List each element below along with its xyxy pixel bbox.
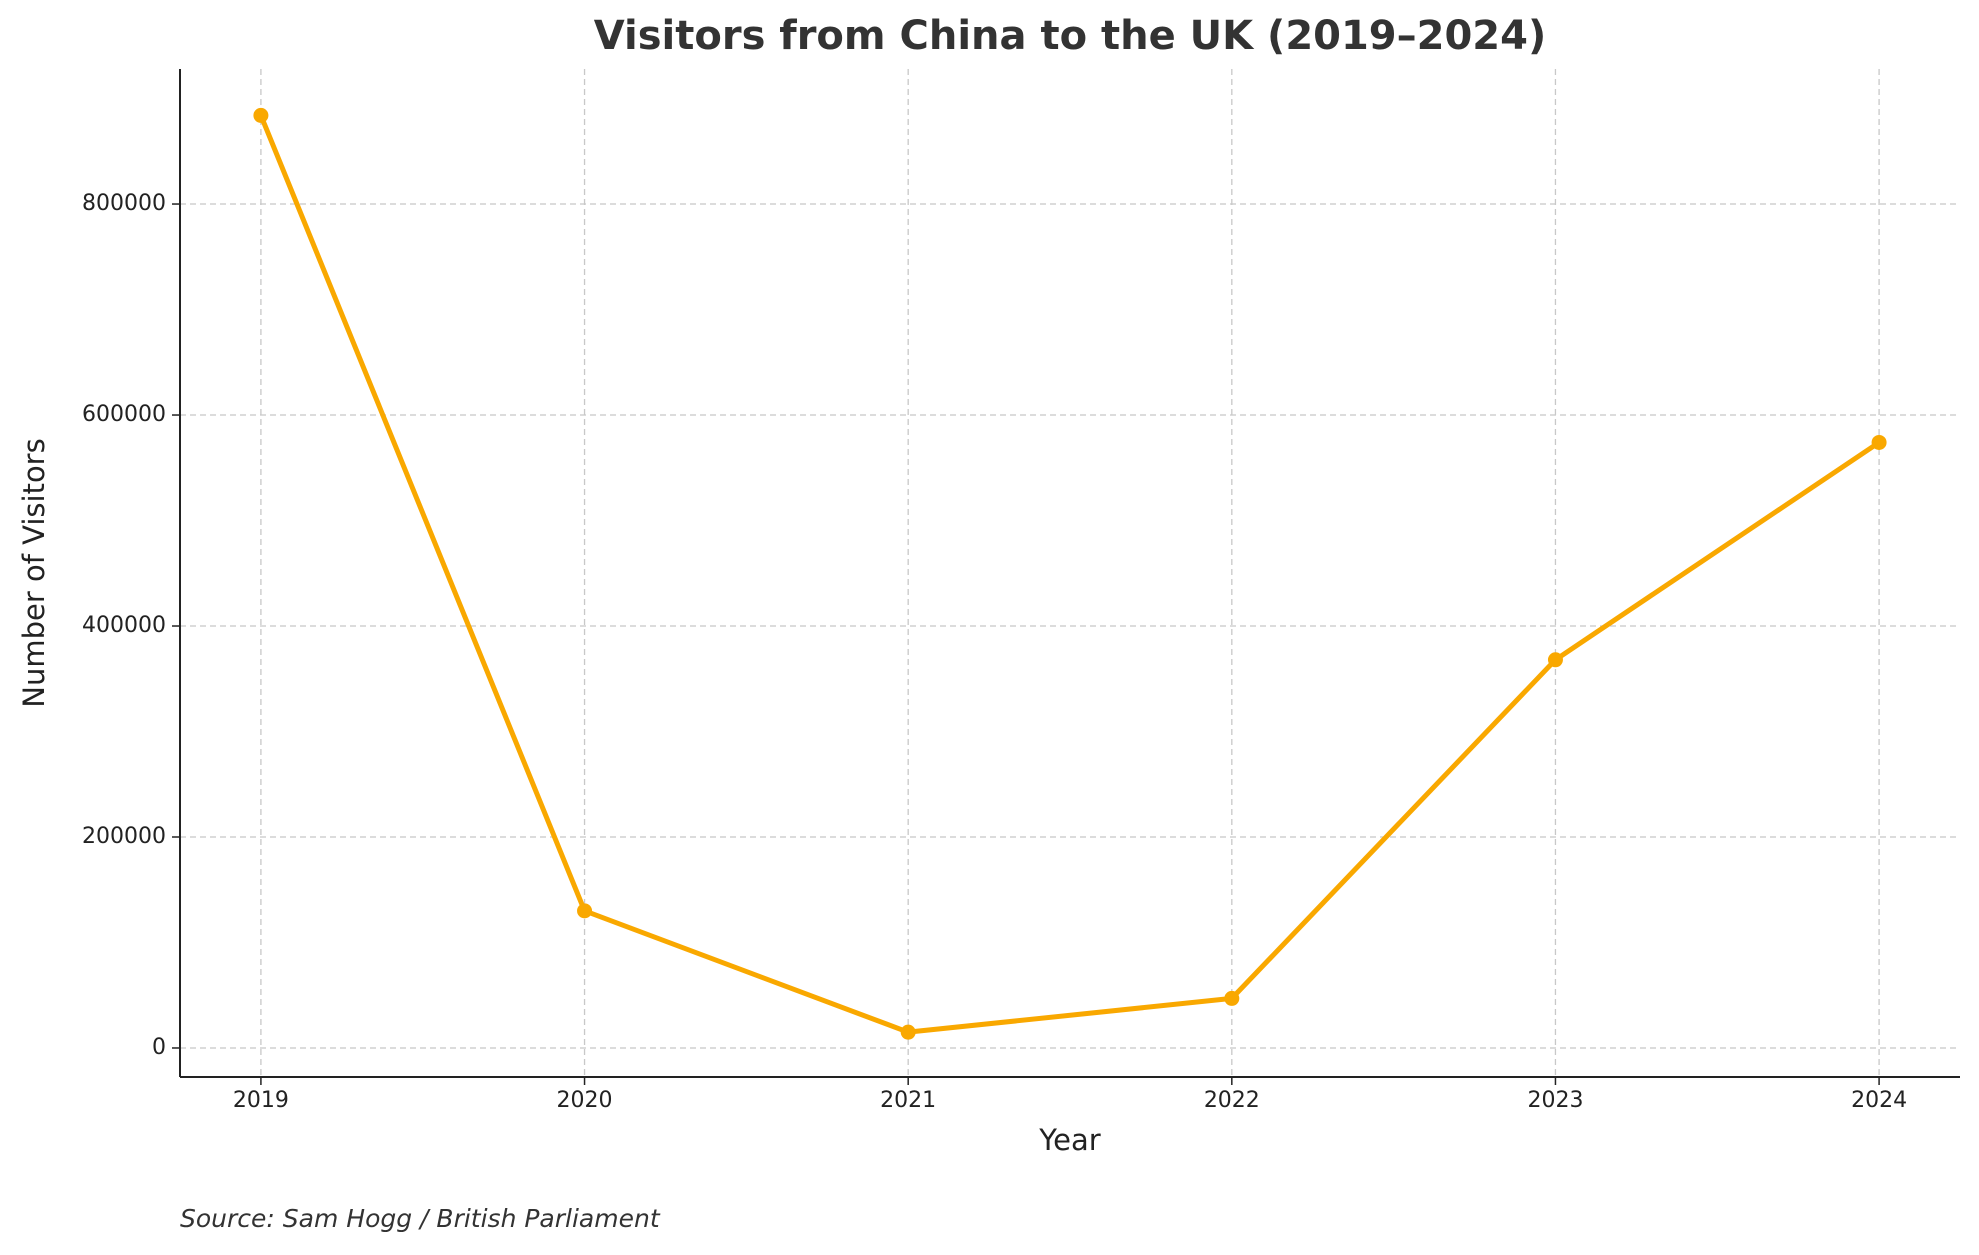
chart-title: Visitors from China to the UK (2019–2024… (594, 13, 1547, 59)
x-tick-label: 2022 (1204, 1088, 1260, 1113)
x-tick-label: 2024 (1851, 1088, 1907, 1113)
x-tick-label: 2021 (880, 1088, 936, 1113)
point (253, 107, 269, 123)
y-tick-label: 600000 (82, 402, 166, 427)
x-tick-label: 2019 (233, 1088, 289, 1113)
point (1871, 434, 1887, 450)
y-tick-label: 800000 (82, 191, 166, 216)
point (1224, 990, 1240, 1006)
x-tick-label: 2023 (1527, 1088, 1583, 1113)
y-axis-label: Number of Visitors (17, 438, 51, 707)
y-tick-label: 0 (152, 1035, 166, 1060)
y-tick-label: 200000 (82, 824, 166, 849)
x-tick-label: 2020 (557, 1088, 613, 1113)
y-tick-label: 400000 (82, 613, 166, 638)
x-axis-label: Year (1038, 1123, 1100, 1157)
point (900, 1024, 916, 1040)
line (258, 114, 1881, 1035)
point (577, 903, 593, 919)
point (1547, 652, 1563, 668)
source-note: Source: Sam Hogg / British Parliament (180, 1204, 661, 1233)
